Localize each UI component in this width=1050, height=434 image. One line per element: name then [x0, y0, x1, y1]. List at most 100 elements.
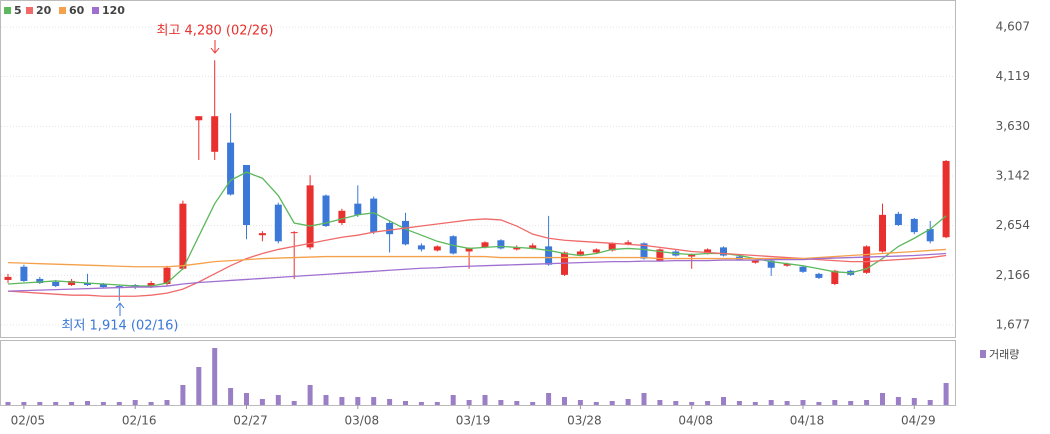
volume-bar — [577, 400, 583, 405]
candle-body — [942, 160, 950, 238]
candle-body — [704, 249, 712, 254]
volume-bar — [927, 400, 933, 405]
candle-body — [783, 263, 791, 266]
volume-bar — [196, 367, 202, 405]
volume-bar — [705, 401, 711, 405]
candle-body — [497, 240, 505, 249]
y-tick-label: 4,607 — [996, 20, 1030, 34]
volume-bar — [848, 401, 854, 405]
legend: 5 20 60 120 — [4, 4, 125, 17]
volume-bar — [259, 399, 265, 405]
candle-body — [36, 278, 44, 283]
grid — [1, 26, 955, 409]
legend-label: 20 — [36, 4, 52, 17]
x-tick-label: 04/08 — [678, 414, 713, 428]
y-tick-label: 3,630 — [996, 119, 1030, 133]
y-tick-label: 3,142 — [996, 169, 1030, 183]
volume-bar — [482, 395, 488, 405]
volume-bar — [609, 401, 615, 405]
volume-bar — [53, 402, 59, 405]
candle-body — [322, 195, 330, 227]
candle-body — [52, 281, 60, 287]
volume-bar — [212, 348, 218, 405]
candle-body — [354, 203, 362, 215]
low-annotation: 최저 1,914 (02/16) — [61, 319, 178, 334]
volume-bar — [562, 397, 567, 405]
volume-bar — [466, 400, 472, 405]
volume-bar — [132, 400, 138, 405]
candle-body — [179, 203, 187, 269]
legend-swatch — [92, 7, 99, 14]
volume-bar — [37, 402, 43, 405]
volume-bar — [403, 401, 408, 405]
candle-body — [529, 245, 537, 249]
candle-body — [815, 273, 823, 278]
candle-body — [863, 246, 871, 273]
volume-bar — [450, 395, 456, 405]
volume-bar — [689, 402, 695, 405]
volume-bar — [85, 401, 90, 405]
candle-body — [513, 247, 521, 250]
volume-bar — [911, 398, 917, 405]
volume-bar — [530, 402, 536, 405]
volume-bar — [100, 402, 106, 405]
volume-bar — [514, 401, 520, 405]
x-tick-label: 03/08 — [345, 414, 380, 428]
volume-bar — [546, 393, 552, 405]
volume-legend-swatch — [980, 350, 986, 358]
candle-body — [656, 249, 664, 261]
volume-bar — [864, 400, 870, 405]
candle-body — [290, 232, 298, 234]
x-tick-label: 02/05 — [11, 414, 46, 428]
volume-bar — [355, 397, 361, 405]
candle-body — [163, 267, 171, 285]
moving-average-line — [7, 248, 947, 268]
volume-bar — [116, 402, 122, 405]
volume-bar — [5, 402, 11, 405]
volume-bar — [291, 401, 297, 405]
moving-average-line — [7, 171, 947, 287]
volume-panel — [0, 340, 956, 406]
volume-bar — [673, 401, 679, 405]
x-tick-label: 04/18 — [790, 414, 825, 428]
volume-bar — [721, 397, 726, 405]
candle-body — [481, 242, 489, 248]
candle-body — [274, 204, 282, 242]
volume-bar — [418, 402, 424, 405]
candle-body — [258, 233, 266, 236]
legend-swatch — [26, 7, 33, 14]
candle-body — [545, 246, 553, 265]
x-tick-label: 02/27 — [233, 414, 268, 428]
high-arrow — [210, 40, 220, 54]
candle-body — [831, 270, 839, 285]
volume-bar — [228, 388, 234, 405]
candle-body — [4, 276, 12, 280]
price-panel — [0, 0, 956, 338]
candle-body — [243, 165, 250, 226]
volume-bar — [784, 401, 790, 405]
candle-body — [147, 282, 155, 287]
volume-bar — [434, 402, 440, 405]
candle-body — [465, 248, 473, 252]
candle-body — [195, 116, 203, 121]
volume-bar — [498, 400, 504, 405]
candle-body — [227, 142, 235, 195]
volume-bar — [593, 402, 599, 405]
volume-bar — [752, 402, 758, 405]
candle-body — [402, 220, 409, 245]
volume-bar — [148, 402, 154, 405]
volume-bar — [625, 399, 631, 405]
candle-body — [338, 210, 346, 223]
candle-body — [84, 282, 91, 286]
volume-bar — [800, 400, 806, 405]
y-tick-label: 2,166 — [996, 268, 1030, 282]
volume-bar — [180, 385, 186, 405]
candle-body — [688, 254, 696, 257]
volume-bar — [244, 393, 249, 405]
x-tick-label: 03/19 — [456, 414, 491, 428]
candle-body — [20, 266, 28, 281]
candle-body — [592, 249, 600, 253]
candle-body — [926, 229, 934, 242]
volume-bar — [736, 401, 742, 405]
